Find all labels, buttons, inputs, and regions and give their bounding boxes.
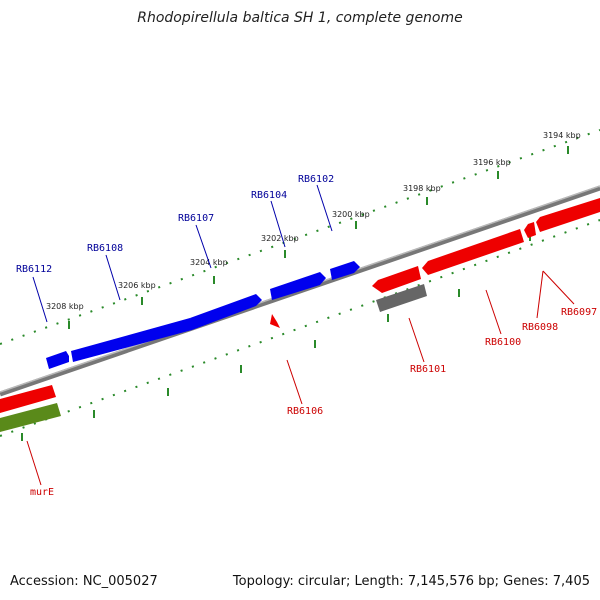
gene-RB6100[interactable] (422, 229, 524, 275)
label-RB6101: RB6101 (410, 364, 446, 375)
scale-label: 3198 kbp (403, 184, 441, 193)
scale-label: 3194 kbp (543, 131, 581, 140)
label-RB6104: RB6104 (251, 190, 287, 201)
label-RB6097: RB6097 (561, 307, 597, 318)
gene-RB6112[interactable] (46, 351, 69, 369)
gene-murE[interactable] (0, 403, 61, 432)
callout-RB6102 (316, 184, 333, 232)
callout-RB6106 (286, 359, 303, 405)
other-genes (0, 284, 427, 432)
callout-RB6101 (408, 317, 425, 363)
map-title: Rhodopirellula baltica SH 1, complete ge… (137, 10, 463, 26)
scale-label: 3206 kbp (118, 281, 156, 290)
gene-RB6106[interactable] (270, 314, 280, 328)
gene-grey[interactable] (376, 284, 427, 312)
callout-RB6112 (32, 276, 48, 323)
callout-RB6100 (485, 289, 502, 335)
callout-RB6108 (105, 254, 121, 301)
accession-text: Accession: NC_005027 (10, 574, 158, 589)
scale-label: 3200 kbp (332, 210, 370, 219)
gene-RB6104[interactable] (270, 272, 326, 300)
forward-genes (46, 261, 360, 369)
label-RB6112: RB6112 (16, 264, 52, 275)
callout-RB6098 (536, 270, 544, 319)
callout-lines (26, 184, 575, 486)
gene-RB6101[interactable] (372, 266, 421, 293)
label-RB6107: RB6107 (178, 213, 214, 224)
major-ticks-upper (68, 146, 569, 329)
label-RB6108: RB6108 (87, 243, 123, 254)
scale-label: 3196 kbp (473, 158, 511, 167)
scale-label: 3202 kbp (261, 234, 299, 243)
callout-RB6107 (195, 224, 212, 269)
label-murE: murE (30, 487, 54, 498)
gene-RB6098[interactable] (524, 222, 536, 238)
callout-murE (26, 440, 42, 486)
gene-RB6107[interactable] (190, 294, 262, 330)
gene-labels: RB6112 RB6108 RB6107 RB6104 RB6102 RB610… (16, 174, 597, 498)
gene-RB6102[interactable] (330, 261, 360, 280)
label-RB6102: RB6102 (298, 174, 334, 185)
reverse-genes (0, 198, 600, 413)
scale-label: 3208 kbp (46, 302, 84, 311)
callout-RB6097 (542, 270, 575, 305)
genome-summary-text: Topology: circular; Length: 7,145,576 bp… (232, 574, 590, 589)
label-RB6098: RB6098 (522, 322, 558, 333)
gene-left-red[interactable] (0, 385, 56, 413)
label-RB6100: RB6100 (485, 337, 521, 348)
gene-RB6108[interactable] (71, 318, 192, 362)
label-RB6106: RB6106 (287, 406, 323, 417)
gene-RB6097[interactable] (536, 198, 600, 232)
callout-RB6104 (270, 200, 286, 248)
